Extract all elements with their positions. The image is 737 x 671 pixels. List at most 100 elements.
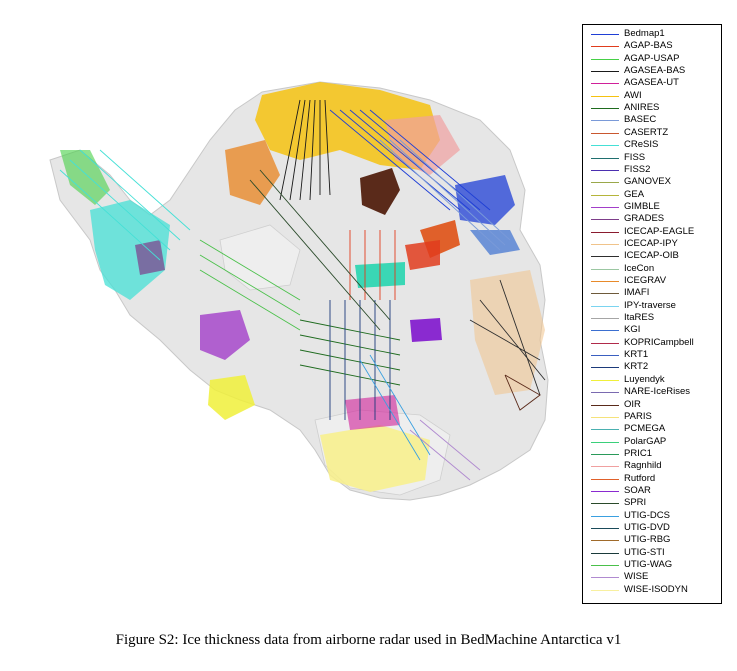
grades-block [135,240,165,275]
legend-label: ItaRES [624,312,655,324]
legend-label: AWI [624,89,642,101]
legend-item: AGASEA-BAS [583,65,723,77]
legend-item: KOPRICampbell [583,337,723,349]
legend-label: ICEGRAV [624,275,667,286]
legend-item: Ragnhild [583,460,723,472]
legend-swatch [591,219,619,221]
legend-label: KRT2 [624,361,649,373]
legend-label: IPY-traverse [624,299,676,311]
legend-swatch [591,293,619,295]
legend-item: KRT1 [583,349,723,361]
legend-item: CASERTZ [583,127,723,139]
legend-item: PARIS [583,411,723,423]
legend-item: GEA [583,189,723,201]
legend-swatch [591,490,619,492]
legend-swatch [591,478,619,480]
legend-swatch [591,305,619,307]
legend-swatch [591,466,619,468]
legend-swatch [591,120,619,122]
legend-swatch [591,330,619,332]
legend-label: UTIG-STI [624,546,665,558]
wise-isodyn-block [320,425,430,492]
legend-swatch [591,503,619,505]
legend-item: IceCon [583,263,723,275]
legend-swatch [591,416,619,418]
legend-item: Bedmap1 [583,28,723,40]
ragnhild-block [385,115,460,175]
legend-item: UTIG-DCS [583,510,723,522]
legend-swatch [591,404,619,406]
legend-label: Ragnhild [624,460,662,472]
icecap-ipy-block [470,270,545,395]
legend-swatch [591,318,619,320]
legend-label: GANOVEX [624,176,671,188]
legend-label: PolarGAP [624,435,667,447]
legend-swatch [591,528,619,529]
legend-swatch [591,515,619,517]
legend-swatch [591,46,619,48]
legend-item: PolarGAP [583,436,723,448]
legend-label: KRT1 [624,349,649,361]
legend-swatch [591,95,619,97]
legend-label: Bedmap1 [624,28,665,39]
legend-label: GEA [624,188,645,200]
legend-swatch [591,355,619,357]
legend-label: ICECAP-EAGLE [624,225,695,237]
legend-item: GANOVEX [583,176,723,188]
legend-label: UTIG-WAG [624,559,673,571]
survey-blocks [60,82,545,492]
kgi-block [470,230,520,255]
icegrav-block [225,140,280,205]
legend-item: SPRI [583,497,723,509]
legend-item: ICECAP-IPY [583,238,723,250]
legend-swatch [591,552,619,554]
legend-item: UTIG-DVD [583,522,723,534]
legend-swatch [591,243,619,245]
legend-label: NARE-IceRises [624,386,690,398]
legend-label: ANIRES [624,102,660,114]
legend-label: FISS2 [624,163,651,175]
legend-swatch [591,577,619,579]
legend-item: BASEC [583,114,723,126]
legend-label: FISS [624,151,646,163]
legend-item: Rutford [583,473,723,485]
legend-item: CReSIS [583,139,723,151]
legend-swatch [591,157,619,159]
legend-item: OIR [583,399,723,411]
figure-caption: Figure S2: Ice thickness data from airbo… [115,632,622,648]
luyendyk-block [208,375,255,420]
flight-lines [59,99,546,481]
legend-label: OIR [624,398,641,410]
legend-swatch [591,108,619,110]
legend-swatch [591,71,619,73]
legend-item: FISS2 [583,164,723,176]
legend-item: IPY-traverse [583,300,723,312]
legend-swatch [591,231,619,233]
legend-item: PCMEGA [583,423,723,435]
legend-label: BASEC [624,114,657,126]
legend-label: AGASEA-BAS [624,65,686,77]
legend: Bedmap1 AGAP-BAS AGAP-USAP AGASEA-BAS AGASEA… [582,24,722,604]
legend-swatch [591,182,619,184]
legend-label: WISE-ISODYN [624,583,688,595]
legend-swatch [591,453,619,455]
legend-item: Luyendyk [583,374,723,386]
legend-label: PARIS [624,410,652,422]
legend-item: ICECAP-OIB [583,250,723,262]
legend-swatch [591,256,619,258]
legend-item: AGAP-USAP [583,53,723,65]
legend-swatch [591,194,619,196]
legend-label: AGASEA-UT [624,77,679,89]
legend-label: KGI [624,324,641,336]
legend-label: IMAFI [624,287,650,299]
legend-swatch [591,441,619,443]
west-cresis-block [90,200,170,300]
legend-item: AGASEA-UT [583,77,723,89]
legend-swatch [591,392,619,394]
legend-item: PRIC1 [583,448,723,460]
legend-item: UTIG-STI [583,547,723,559]
legend-swatch [591,589,619,591]
legend-item: ICECAP-EAGLE [583,226,723,238]
legend-label: UTIG-DVD [624,522,670,533]
